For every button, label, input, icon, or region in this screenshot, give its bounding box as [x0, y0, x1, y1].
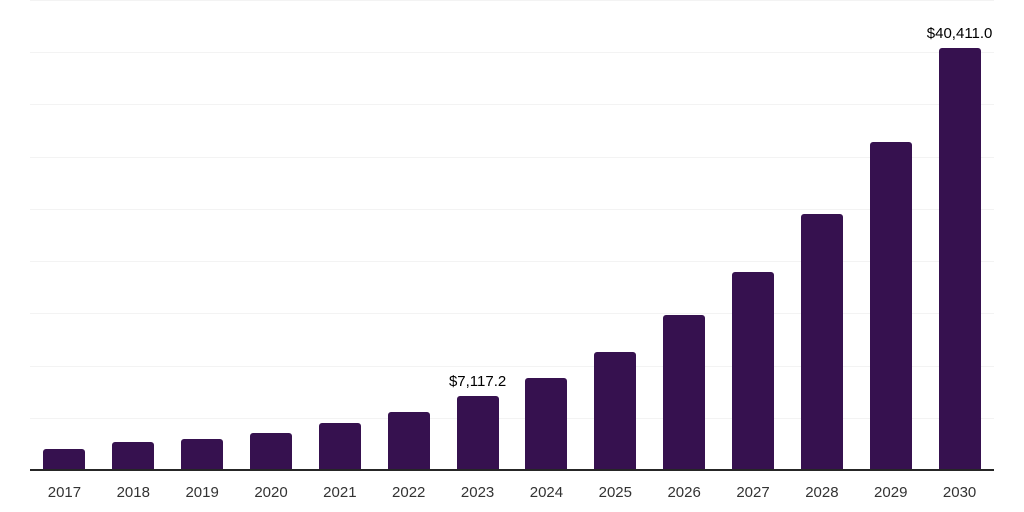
- bar-2022: [387, 412, 430, 470]
- x-axis-label-2027: 2027: [736, 484, 770, 501]
- x-axis-label-2028: 2028: [805, 484, 839, 501]
- bar-column-2025: [581, 0, 650, 470]
- bar-column-2021: [305, 0, 374, 470]
- x-axis-label-2025: 2025: [598, 484, 632, 501]
- bar-2020: [250, 433, 292, 470]
- x-axis-label-2018: 2018: [116, 484, 150, 501]
- bar-2026: [663, 315, 706, 470]
- x-axis-line: [30, 469, 994, 471]
- bar-column-2017: [30, 0, 99, 470]
- bar-column-2029: [856, 0, 925, 470]
- x-axis-label-2020: 2020: [254, 484, 288, 501]
- bar-2019: [181, 439, 224, 470]
- gridline: [30, 52, 994, 54]
- x-axis-label-2019: 2019: [185, 484, 219, 501]
- bar-column-2020: [237, 0, 306, 470]
- x-axis-label-2017: 2017: [47, 484, 82, 501]
- gridline: [30, 104, 994, 106]
- bar-column-2026: [650, 0, 719, 470]
- bar-2025: [594, 352, 637, 470]
- x-axis-label-2023: 2023: [460, 484, 495, 501]
- plot-area: $7,117.2 $40,411.0: [30, 0, 994, 471]
- bar-column-2022: [374, 0, 443, 470]
- bar-2023: [456, 395, 499, 470]
- x-axis-label-2026: 2026: [667, 484, 701, 501]
- gridline: [30, 0, 994, 1]
- bar-column-2027: [719, 0, 788, 470]
- bar-column-2018: [99, 0, 168, 470]
- bar-column-2028: [787, 0, 856, 470]
- bar-2030: [938, 47, 981, 470]
- x-axis-label-2029: 2029: [874, 484, 908, 501]
- bar-2024: [525, 377, 568, 470]
- x-axis-label-2021: 2021: [323, 484, 357, 501]
- gridline: [30, 208, 994, 210]
- bars-row: $7,117.2 $40,411.0: [30, 0, 994, 470]
- bar-column-2019: [168, 0, 237, 470]
- bar-2028: [800, 214, 843, 470]
- x-axis-label-2022: 2022: [392, 484, 426, 501]
- bar-column-2030: $40,411.0: [925, 0, 994, 470]
- bar-2021: [318, 423, 361, 470]
- bar-2027: [732, 272, 775, 470]
- bar-column-2023: $7,117.2: [443, 0, 512, 470]
- bar-column-2024: [512, 0, 581, 470]
- x-axis-labels: 2017 2018 2019 2020 2021 2022 2023 2024 2025 2026…: [30, 472, 994, 501]
- bar-2017: [43, 449, 86, 470]
- value-label-2030: $40,411.0: [926, 24, 993, 42]
- value-label-2023: $7,117.2: [448, 372, 507, 390]
- gridline: [30, 417, 994, 419]
- gridline: [30, 365, 994, 367]
- bar-2018: [112, 442, 155, 470]
- x-axis-label-2024: 2024: [529, 484, 564, 501]
- gridline: [30, 261, 994, 263]
- x-axis-label-2030: 2030: [942, 484, 977, 501]
- bar-2029: [869, 142, 912, 470]
- gridline: [30, 156, 994, 158]
- gridline: [30, 313, 994, 315]
